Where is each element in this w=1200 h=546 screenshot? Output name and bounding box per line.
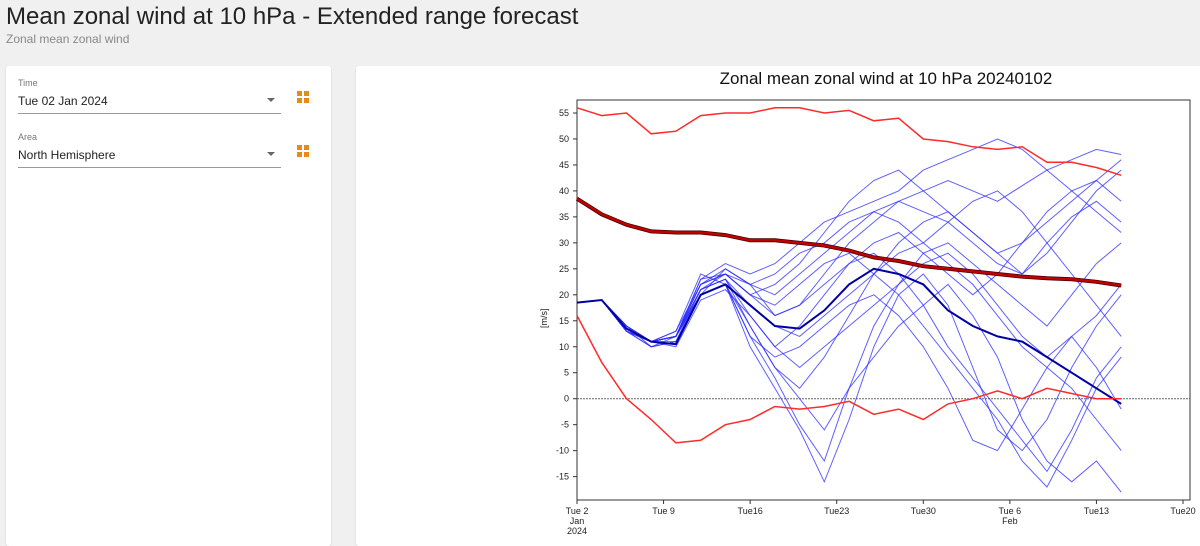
minimum-line xyxy=(576,315,1122,444)
time-value: Tue 02 Jan 2024 xyxy=(18,94,108,108)
x-tick-sublabel: Jan xyxy=(570,516,585,526)
ensemble-member-line xyxy=(576,252,1122,473)
ensemble-member-line xyxy=(576,283,1122,493)
area-select[interactable]: Area North Hemisphere xyxy=(18,132,281,168)
chevron-down-icon[interactable] xyxy=(267,98,275,102)
y-tick-label: 15 xyxy=(559,316,569,326)
ensemble-member-line xyxy=(576,148,1122,343)
page-subtitle: Zonal mean zonal wind xyxy=(6,32,130,46)
time-select[interactable]: Time Tue 02 Jan 2024 xyxy=(18,78,281,114)
y-tick-label: -5 xyxy=(561,420,569,430)
chart-panel: Zonal mean zonal wind at 10 hPa 20240102… xyxy=(356,66,1200,546)
area-label: Area xyxy=(18,132,38,142)
y-tick-label: 40 xyxy=(559,186,569,196)
controls-panel: Time Tue 02 Jan 2024 Area North Hemisphe… xyxy=(6,66,331,546)
ensemble-member-line xyxy=(576,211,1122,451)
ensemble-member-line xyxy=(576,252,1122,488)
area-value: North Hemisphere xyxy=(18,148,116,162)
y-tick-label: -15 xyxy=(556,472,569,482)
x-tick-label: Tue16 xyxy=(738,506,763,516)
ensemble-member-line xyxy=(576,179,1122,348)
y-tick-label: 25 xyxy=(559,264,569,274)
maximum-line xyxy=(576,107,1122,177)
y-tick-label: 50 xyxy=(559,134,569,144)
y-tick-label: 45 xyxy=(559,160,569,170)
plot-frame xyxy=(576,99,1191,501)
control-line xyxy=(576,267,1122,405)
x-tick-label: Tue 9 xyxy=(652,506,675,516)
y-tick-label: 5 xyxy=(564,368,569,378)
ensemble-member-line xyxy=(576,138,1122,343)
grid-icon[interactable] xyxy=(297,145,309,157)
grid-icon[interactable] xyxy=(297,91,309,103)
chart: Zonal mean zonal wind at 10 hPa 20240102… xyxy=(539,69,1196,536)
ensemble-member-line xyxy=(576,252,1122,369)
y-tick-label: 35 xyxy=(559,212,569,222)
y-tick-label: 10 xyxy=(559,342,569,352)
y-tick-label: 30 xyxy=(559,238,569,248)
time-label: Time xyxy=(18,78,38,88)
page-title: Mean zonal wind at 10 hPa - Extended ran… xyxy=(6,3,579,30)
chevron-down-icon[interactable] xyxy=(267,152,275,156)
chart-title: Zonal mean zonal wind at 10 hPa 20240102 xyxy=(720,69,1053,88)
x-tick-sublabel: 2024 xyxy=(567,526,587,536)
y-axis-label: [m/s] xyxy=(539,309,549,329)
ensemble-member-line xyxy=(576,190,1122,343)
y-tick-label: 55 xyxy=(559,108,569,118)
y-tick-label: -10 xyxy=(556,446,569,456)
x-tick-label: Tue 2 xyxy=(566,506,589,516)
y-tick-label: 20 xyxy=(559,290,569,300)
x-tick-label: Tue23 xyxy=(824,506,849,516)
x-tick-sublabel: Feb xyxy=(1002,516,1018,526)
x-tick-label: Tue 6 xyxy=(999,506,1022,516)
x-tick-label: Tue20 xyxy=(1170,506,1195,516)
x-tick-label: Tue30 xyxy=(911,506,936,516)
y-tick-label: 0 xyxy=(564,394,569,404)
x-tick-label: Tue13 xyxy=(1084,506,1109,516)
mean-line xyxy=(576,197,1122,287)
